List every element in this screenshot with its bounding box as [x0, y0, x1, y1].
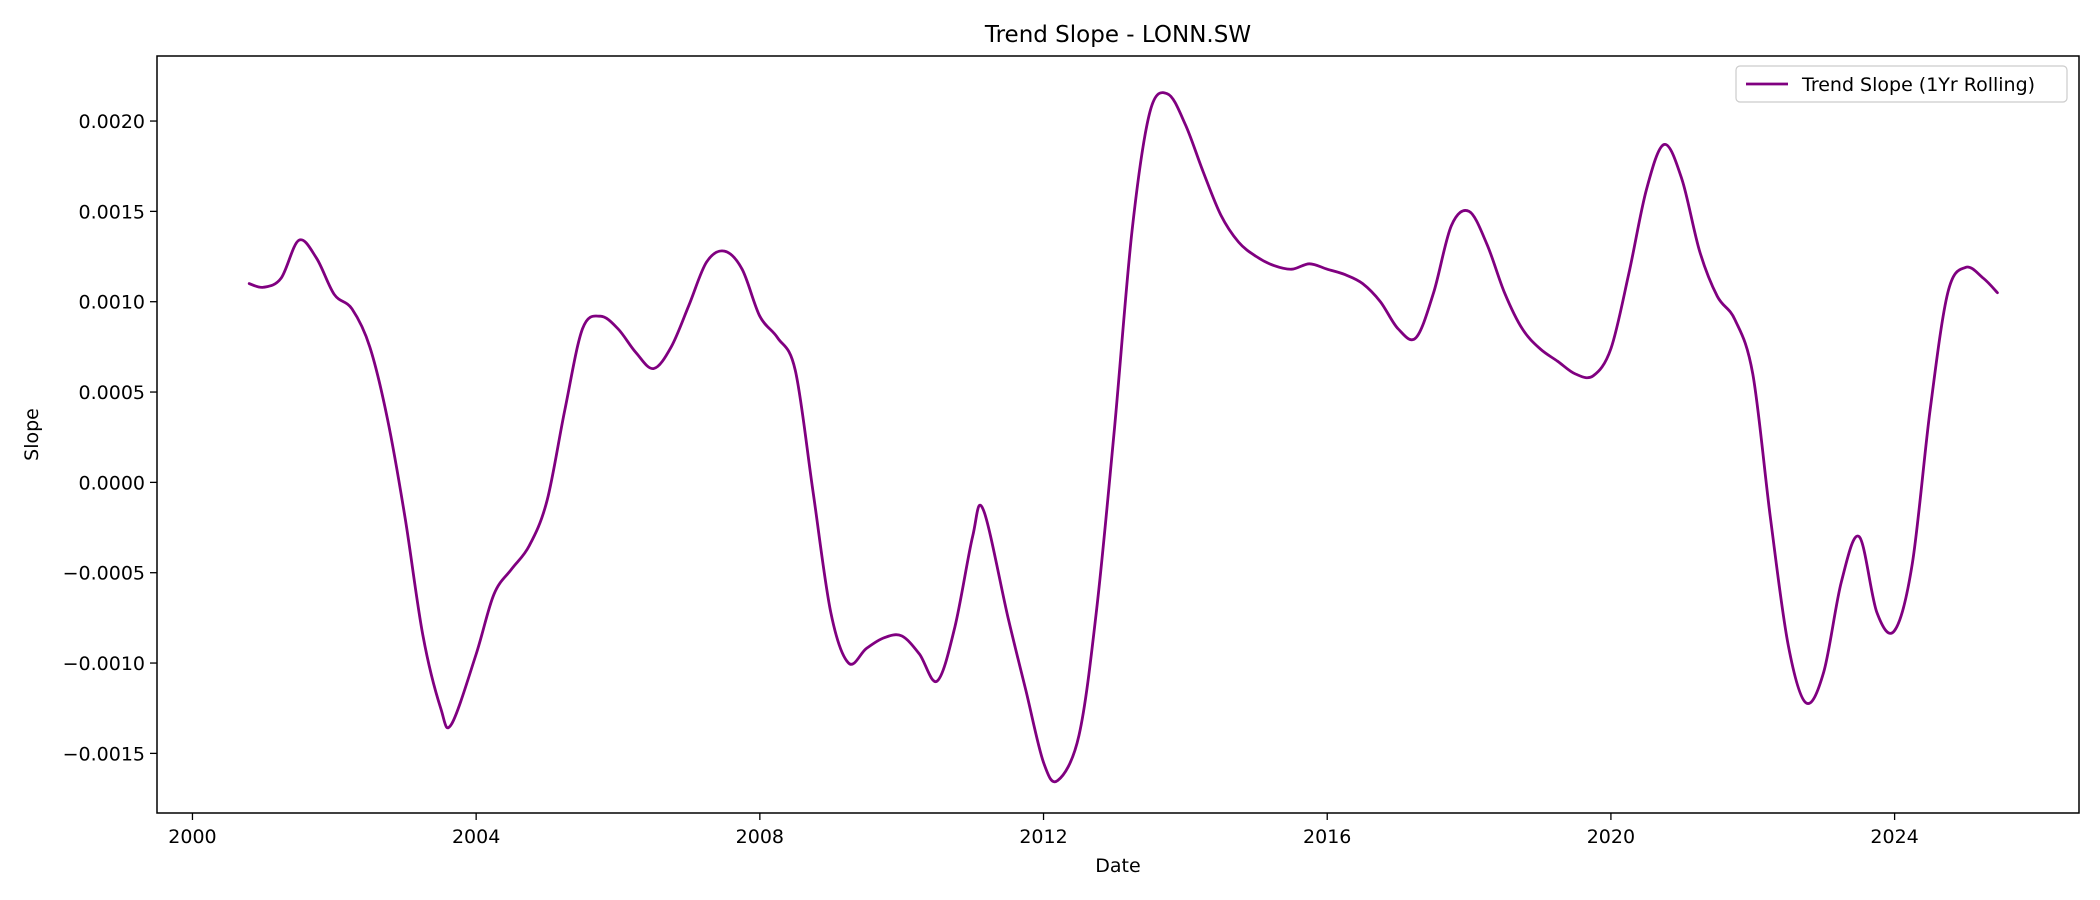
y-tick-label: 0.0000	[79, 472, 145, 494]
y-tick-label: 0.0005	[79, 382, 145, 404]
legend-label: Trend Slope (1Yr Rolling)	[1801, 74, 2035, 96]
x-tick-label: 2008	[736, 826, 784, 848]
x-tick-label: 2004	[452, 826, 500, 848]
x-tick-label: 2016	[1303, 826, 1351, 848]
y-axis-title: Slope	[21, 408, 43, 461]
legend-box	[1735, 65, 2068, 103]
legend: Trend Slope (1Yr Rolling)	[1735, 65, 2068, 103]
y-axis: −0.0015 −0.0010 −0.0005 0.0000 0.0005 0.0010 0…	[63, 111, 157, 765]
x-tick-label: 2012	[1019, 826, 1067, 848]
x-axis-title: Date	[1095, 855, 1140, 877]
chart-title: Trend Slope - LONN.SW	[984, 22, 1251, 48]
x-tick-label: 2000	[168, 826, 216, 848]
y-tick-label: 0.0015	[79, 201, 145, 223]
series-layer	[247, 91, 1999, 784]
series-line	[247, 91, 1999, 784]
plot-area: 2000 2004 2008 2012 2016 2020 2024 −0.0015−0.0…	[63, 55, 2080, 848]
y-tick-label: 0.0020	[79, 111, 145, 133]
x-tick-label: 2020	[1587, 826, 1635, 848]
y-tick-label: 0.0010	[79, 292, 145, 314]
y-tick-label: −0.0005	[63, 563, 145, 585]
plot-frame	[156, 55, 2080, 814]
x-tick-label: 2024	[1870, 826, 1918, 848]
x-axis: 2000 2004 2008 2012 2016 2020 2024	[168, 813, 1919, 848]
y-tick-label: −0.0015	[63, 743, 145, 765]
y-tick-label: −0.0010	[63, 653, 145, 675]
